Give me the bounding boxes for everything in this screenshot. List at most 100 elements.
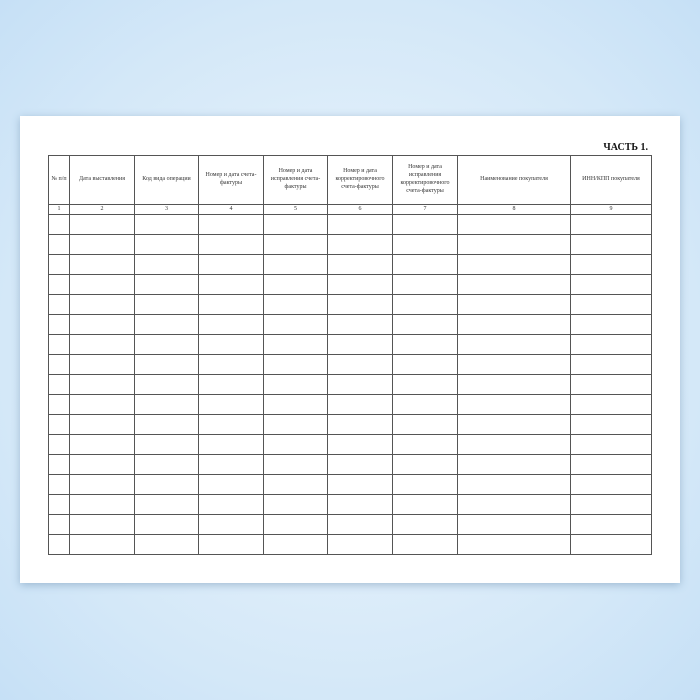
table-cell — [69, 234, 135, 255]
column-header: Номер и дата счета-фактуры — [198, 155, 264, 205]
table-cell — [48, 214, 70, 235]
table-cell — [134, 454, 199, 475]
table-cell — [48, 234, 70, 255]
table-cell — [392, 454, 458, 475]
table-cell — [327, 434, 393, 455]
table-cell — [263, 474, 328, 495]
table-cell — [48, 494, 70, 515]
table-cell — [327, 254, 393, 275]
table-cell — [570, 334, 652, 355]
table-cell — [198, 514, 264, 535]
table-row — [48, 274, 652, 295]
table-row — [48, 374, 652, 395]
table-cell — [134, 534, 199, 555]
table-cell — [392, 414, 458, 435]
table-cell — [48, 354, 70, 375]
table-cell — [48, 414, 70, 435]
table-cell — [327, 234, 393, 255]
table-cell — [457, 494, 571, 515]
table-cell — [570, 474, 652, 495]
table-cell — [198, 314, 264, 335]
table-cell — [134, 494, 199, 515]
table-cell — [198, 494, 264, 515]
table-cell — [392, 294, 458, 315]
table-row — [48, 394, 652, 415]
table-cell — [48, 394, 70, 415]
column-header: Номер и дата корректировочного счета-фак… — [327, 155, 393, 205]
table-cell — [327, 474, 393, 495]
table-cell — [570, 274, 652, 295]
table-cell — [69, 434, 135, 455]
table-cell — [457, 334, 571, 355]
table-row — [48, 254, 652, 275]
table-cell — [134, 414, 199, 435]
table-cell — [69, 334, 135, 355]
table-cell — [198, 534, 264, 555]
table-cell — [69, 274, 135, 295]
part-title: ЧАСТЬ 1. — [603, 142, 648, 153]
column-header: № п/п — [48, 155, 70, 205]
table-cell — [69, 474, 135, 495]
table-row — [48, 474, 652, 495]
table-cell — [48, 374, 70, 395]
table-cell — [457, 474, 571, 495]
table-cell — [263, 354, 328, 375]
table-row — [48, 314, 652, 335]
table-cell — [327, 394, 393, 415]
table-cell — [48, 294, 70, 315]
table-cell — [570, 254, 652, 275]
table-cell — [263, 514, 328, 535]
table-cell — [570, 514, 652, 535]
table-cell — [48, 514, 70, 535]
table-cell — [48, 334, 70, 355]
table-cell — [263, 494, 328, 515]
table-cell — [392, 474, 458, 495]
column-number: 8 — [457, 204, 571, 215]
sales-ledger-table: № п/п Дата выставления Код вида операции Но… — [48, 155, 652, 555]
table-cell — [457, 434, 571, 455]
table-cell — [134, 234, 199, 255]
table-cell — [69, 354, 135, 375]
column-header: Код вида операции — [134, 155, 199, 205]
table-cell — [457, 534, 571, 555]
table-cell — [69, 314, 135, 335]
table-cell — [457, 514, 571, 535]
table-cell — [198, 394, 264, 415]
table-cell — [134, 394, 199, 415]
table-cell — [263, 274, 328, 295]
table-cell — [570, 354, 652, 375]
table-cell — [48, 474, 70, 495]
table-cell — [327, 214, 393, 235]
table-cell — [198, 234, 264, 255]
table-cell — [134, 514, 199, 535]
table-cell — [134, 334, 199, 355]
column-number: 1 — [48, 204, 70, 215]
table-cell — [263, 334, 328, 355]
table-cell — [327, 534, 393, 555]
table-cell — [392, 314, 458, 335]
table-cell — [263, 394, 328, 415]
column-header: Номер и дата исправления корректировочно… — [392, 155, 458, 205]
table-cell — [457, 394, 571, 415]
table-cell — [392, 254, 458, 275]
table-cell — [263, 214, 328, 235]
table-cell — [198, 454, 264, 475]
table-cell — [69, 254, 135, 275]
table-cell — [263, 454, 328, 475]
table-cell — [69, 414, 135, 435]
table-cell — [457, 214, 571, 235]
table-cell — [263, 534, 328, 555]
table-cell — [392, 434, 458, 455]
table-cell — [392, 394, 458, 415]
table-cell — [69, 514, 135, 535]
table-cell — [198, 374, 264, 395]
table-cell — [263, 314, 328, 335]
table-cell — [198, 354, 264, 375]
table-cell — [570, 454, 652, 475]
table-cell — [457, 454, 571, 475]
column-number: 2 — [69, 204, 135, 215]
table-cell — [327, 514, 393, 535]
table-cell — [134, 274, 199, 295]
table-cell — [134, 474, 199, 495]
table-cell — [69, 534, 135, 555]
